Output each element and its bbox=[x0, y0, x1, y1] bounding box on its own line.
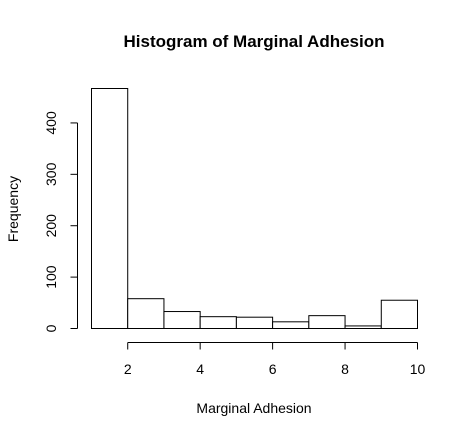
histogram-bar bbox=[344, 325, 382, 330]
x-axis-label: Marginal Adhesion bbox=[196, 400, 311, 416]
y-axis-label: Frequency bbox=[5, 176, 21, 242]
x-tick-label: 4 bbox=[196, 361, 204, 377]
histogram-bar bbox=[163, 311, 201, 329]
y-tick-label: 300 bbox=[43, 162, 59, 186]
y-tick-label: 200 bbox=[43, 214, 59, 238]
y-axis: 0 100 200 300 400 bbox=[43, 111, 78, 332]
x-tick-label: 6 bbox=[269, 361, 277, 377]
bars-group bbox=[91, 88, 418, 330]
x-tick-label: 10 bbox=[410, 361, 426, 377]
histogram-bar bbox=[308, 315, 346, 330]
histogram-bar bbox=[127, 298, 165, 329]
histogram-bar bbox=[272, 321, 310, 330]
x-axis: 2 4 6 8 10 bbox=[124, 342, 426, 377]
histogram-bar bbox=[91, 88, 129, 329]
y-tick-label: 400 bbox=[43, 111, 59, 135]
histogram-bar bbox=[199, 316, 237, 329]
chart-title: Histogram of Marginal Adhesion bbox=[123, 32, 384, 51]
x-tick-label: 2 bbox=[124, 361, 132, 377]
histogram-bar bbox=[235, 316, 274, 329]
x-tick-label: 8 bbox=[341, 361, 349, 377]
histogram-bar bbox=[380, 299, 418, 329]
y-tick-label: 100 bbox=[43, 265, 59, 289]
y-tick-label: 0 bbox=[43, 324, 59, 332]
